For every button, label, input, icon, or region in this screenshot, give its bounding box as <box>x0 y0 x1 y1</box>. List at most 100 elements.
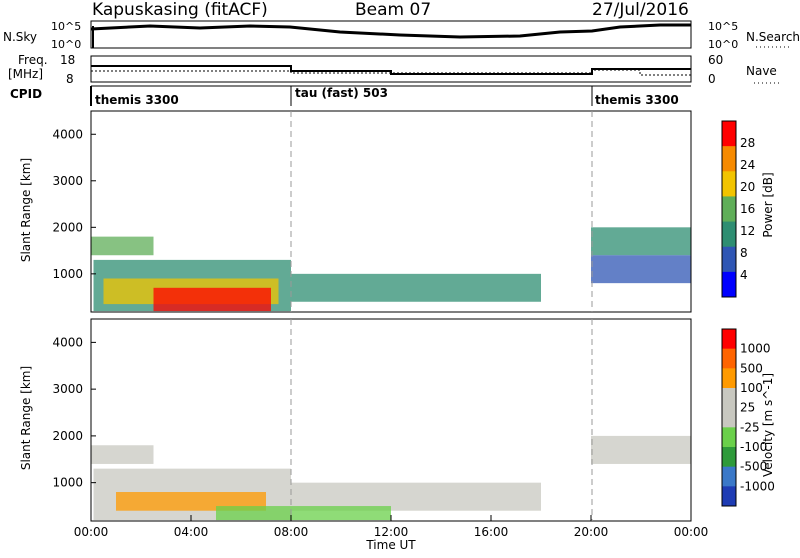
noise-right-tick-top: 10^5 <box>708 20 738 33</box>
power-colorbar: 28 24 20 16 12 8 4 <box>721 120 755 298</box>
velocity-colorbar-tick-0: 1000 <box>740 342 771 356</box>
power-colorbar-band-4 <box>722 221 736 248</box>
x-axis-label: Time UT <box>365 538 416 552</box>
noise-right-tick-bottom: 10^0 <box>708 38 738 51</box>
velocity-colorbar-tick-5: -100 <box>740 440 767 454</box>
velocity-colorbar-tick-3: 25 <box>740 401 755 415</box>
x-tick-label-1: 04:00 <box>174 525 209 539</box>
noise-right-label: N.Search <box>746 30 800 44</box>
velocity-region-5 <box>216 506 391 521</box>
noise-left-tick-bottom: 10^0 <box>51 38 81 51</box>
power-colorbar-tick-2: 20 <box>740 180 755 194</box>
power-colorbar-label: Power [dB] <box>761 172 775 237</box>
velocity-colorbar-tick-2: 100 <box>740 381 763 395</box>
power-ytick-label-3: 1000 <box>52 267 83 281</box>
velocity-colorbar-frame <box>721 328 737 507</box>
beam-title: Beam 07 <box>355 0 431 20</box>
velocity-colorbar-band-5 <box>722 427 736 448</box>
power-colorbar-band-2 <box>722 171 736 197</box>
freq-left-tick-bottom: 8 <box>66 72 74 86</box>
velocity-colorbar-tick-1: 500 <box>740 361 763 375</box>
power-colorbar-tick-5: 8 <box>740 246 748 260</box>
power-region-5 <box>591 227 691 256</box>
velocity-data-layer <box>91 435 691 521</box>
velocity-colorbar-band-3 <box>722 388 736 409</box>
power-ytick-label-0: 4000 <box>52 127 83 141</box>
power-colorbar-tick-1: 24 <box>740 158 755 172</box>
velocity-colorbar-band-4 <box>722 407 736 428</box>
power-colorbar-frame <box>721 120 737 298</box>
x-tick-label-0: 00:00 <box>74 525 109 539</box>
cpid-segment-1: themis 3300 <box>95 93 179 107</box>
velocity-colorbar-label: Velocity [m s^-1] <box>761 373 775 477</box>
x-tick-label-6: 00:00 <box>674 525 709 539</box>
velocity-panel: 4000 3000 2000 1000 Slant Range [km] 1000 50… <box>19 318 775 522</box>
nave-label: Nave <box>746 64 777 78</box>
velocity-colorbar-tick-7: -1000 <box>740 479 775 493</box>
power-y-ticks: 4000 3000 2000 1000 <box>52 127 96 281</box>
power-colorbar-tick-3: 16 <box>740 202 755 216</box>
freq-left-tick-top: 18 <box>60 53 75 67</box>
velocity-colorbar-band-0 <box>722 329 736 350</box>
date-title: 27/Jul/2016 <box>592 0 689 20</box>
nave-trace <box>91 69 691 76</box>
velocity-region-4 <box>116 492 266 511</box>
power-colorbar-band-1 <box>722 146 736 172</box>
x-tick-label-2: 08:00 <box>274 525 309 539</box>
power-colorbar-band-5 <box>722 246 736 273</box>
power-ytick-label-1: 3000 <box>52 174 83 188</box>
power-ytick-label-2: 2000 <box>52 220 83 234</box>
power-data-layer <box>91 227 691 312</box>
velocity-colorbar-band-2 <box>722 368 736 389</box>
velocity-colorbar-band-6 <box>722 447 736 468</box>
x-tick-label-5: 20:00 <box>574 525 609 539</box>
velocity-colorbar: 1000 500 100 25 -25 -100 -500 -1000 <box>721 328 775 507</box>
freq-panel: Freq. [MHz] 18 8 60 0 Nave <box>8 53 782 86</box>
cpid-segment-3: themis 3300 <box>595 93 679 107</box>
velocity-y-ticks: 4000 3000 2000 1000 <box>52 335 96 490</box>
x-tick-label-4: 16:00 <box>474 525 509 539</box>
x-axis: 00:00 04:00 08:00 12:00 16:00 20:00 00:00 <box>74 515 709 539</box>
velocity-region-3 <box>591 435 691 464</box>
cpid-label: CPID <box>10 87 42 101</box>
velocity-ytick-label-3: 1000 <box>52 476 83 490</box>
power-region-4 <box>291 273 541 302</box>
x-tick-label-3: 12:00 <box>374 525 409 539</box>
velocity-region-1 <box>91 445 154 464</box>
freq-left-label-2: [MHz] <box>8 67 43 81</box>
freq-right-tick-top: 60 <box>708 53 723 67</box>
velocity-ytick-label-2: 2000 <box>52 429 83 443</box>
velocity-ytick-label-1: 3000 <box>52 382 83 396</box>
power-region-2 <box>153 287 271 312</box>
velocity-ytick-label-0: 4000 <box>52 335 83 349</box>
power-panel: 4000 3000 2000 1000 Slant Range [km] 28 24 20… <box>19 110 775 313</box>
noise-panel-frame <box>90 20 692 49</box>
velocity-colorbar-tick-6: -500 <box>740 460 767 474</box>
velocity-colorbar-band-7 <box>722 466 736 487</box>
cpid-segment-2: tau (fast) 503 <box>295 86 388 100</box>
power-region-6 <box>591 255 691 284</box>
power-ylabel: Slant Range [km] <box>19 158 33 262</box>
power-colorbar-band-0 <box>722 121 736 147</box>
velocity-region-2 <box>291 482 541 511</box>
power-panel-frame <box>90 110 692 313</box>
noise-panel: N.Sky 10^5 10^0 10^5 10^0 N.Search <box>3 20 800 51</box>
freq-left-label-1: Freq. <box>18 53 48 67</box>
noise-sky-trace <box>90 23 691 39</box>
power-colorbar-tick-6: 4 <box>740 268 748 282</box>
velocity-colorbar-band-8 <box>722 486 736 507</box>
station-title: Kapuskasing (fitACF) <box>92 0 268 20</box>
velocity-colorbar-tick-4: -25 <box>740 420 760 434</box>
noise-left-tick-top: 10^5 <box>51 20 81 33</box>
power-colorbar-tick-4: 12 <box>740 224 755 238</box>
cpid-panel: CPID themis 3300 tau (fast) 503 themis 3… <box>10 85 691 107</box>
power-colorbar-tick-0: 28 <box>740 136 755 150</box>
velocity-ylabel: Slant Range [km] <box>19 366 33 470</box>
power-region-3 <box>91 236 154 256</box>
noise-left-label: N.Sky <box>3 30 37 44</box>
freq-right-tick-bottom: 0 <box>708 72 716 86</box>
power-colorbar-band-3 <box>722 196 736 223</box>
power-colorbar-band-6 <box>722 271 736 298</box>
velocity-colorbar-band-1 <box>722 348 736 369</box>
